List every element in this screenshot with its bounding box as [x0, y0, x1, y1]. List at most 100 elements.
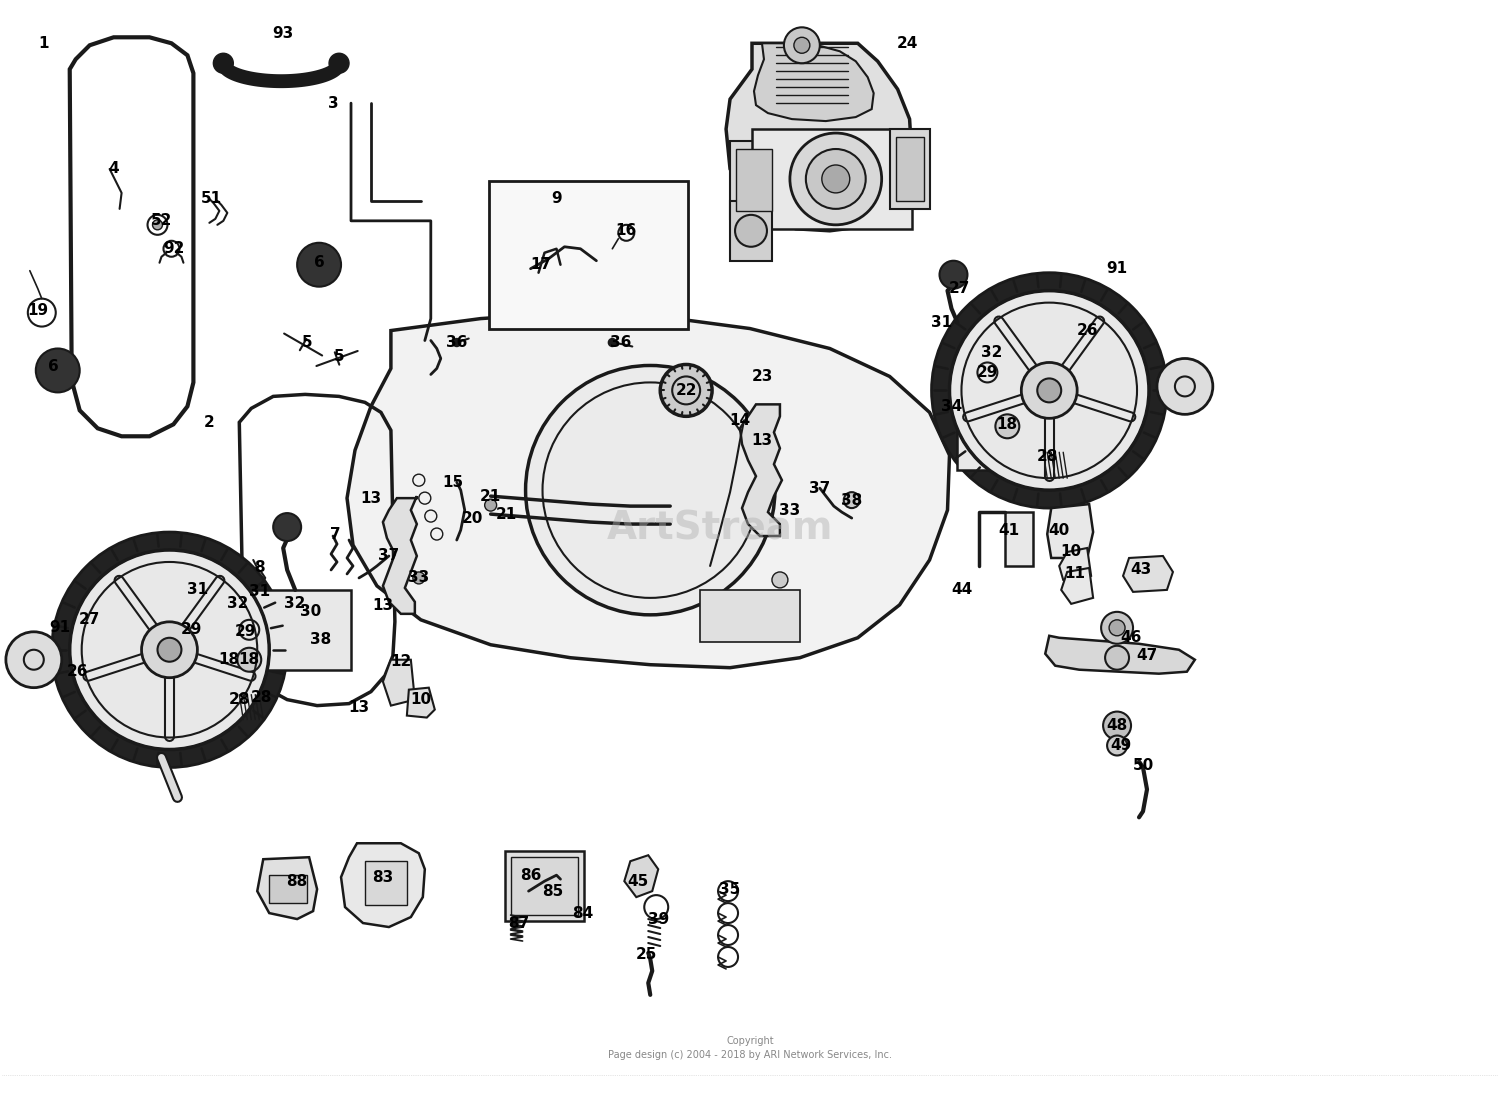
- Circle shape: [1107, 736, 1126, 756]
- Circle shape: [932, 273, 1167, 508]
- Text: 19: 19: [27, 304, 48, 318]
- Circle shape: [153, 220, 162, 230]
- Text: 38: 38: [310, 632, 332, 647]
- Text: 52: 52: [152, 213, 172, 229]
- Circle shape: [794, 37, 810, 53]
- Text: 43: 43: [1131, 562, 1152, 578]
- Text: 12: 12: [390, 654, 411, 669]
- Polygon shape: [382, 496, 417, 614]
- Text: 22: 22: [675, 383, 698, 398]
- Circle shape: [1038, 378, 1060, 403]
- Text: 41: 41: [999, 522, 1020, 538]
- Bar: [231, 590, 351, 670]
- Polygon shape: [1047, 504, 1094, 558]
- Text: 32: 32: [226, 596, 248, 612]
- Text: 37: 37: [378, 549, 399, 563]
- Text: 10: 10: [411, 692, 432, 707]
- Polygon shape: [1060, 568, 1094, 604]
- Text: 2: 2: [204, 415, 214, 430]
- Text: 13: 13: [348, 700, 369, 715]
- Text: 5: 5: [302, 336, 312, 350]
- Text: 32: 32: [285, 596, 306, 612]
- Circle shape: [1106, 646, 1130, 670]
- Circle shape: [790, 133, 882, 224]
- Circle shape: [1102, 712, 1131, 739]
- Text: 31: 31: [249, 584, 270, 600]
- Circle shape: [36, 349, 80, 393]
- Text: 21: 21: [480, 488, 501, 504]
- Text: 15: 15: [442, 475, 464, 490]
- Text: 46: 46: [1120, 630, 1142, 646]
- Text: Copyright: Copyright: [726, 1036, 774, 1046]
- Text: 37: 37: [808, 481, 831, 496]
- Polygon shape: [340, 844, 424, 927]
- Text: 31: 31: [188, 582, 209, 597]
- Circle shape: [1022, 363, 1077, 418]
- Polygon shape: [406, 688, 435, 717]
- Polygon shape: [1046, 636, 1196, 673]
- Circle shape: [844, 492, 859, 508]
- Circle shape: [297, 243, 340, 287]
- Circle shape: [141, 621, 198, 678]
- Text: 31: 31: [932, 315, 952, 330]
- Text: 39: 39: [648, 912, 669, 926]
- Circle shape: [328, 53, 350, 74]
- Polygon shape: [346, 312, 950, 668]
- Text: 13: 13: [372, 598, 393, 614]
- Text: 30: 30: [300, 604, 321, 619]
- Text: 8: 8: [254, 561, 264, 575]
- Circle shape: [996, 415, 1020, 438]
- Text: 1: 1: [39, 36, 50, 51]
- Circle shape: [772, 572, 788, 587]
- Text: 85: 85: [542, 883, 562, 899]
- Text: 38: 38: [842, 493, 862, 507]
- Bar: [736, 148, 772, 211]
- Bar: [700, 590, 800, 641]
- Circle shape: [53, 532, 286, 768]
- Text: 11: 11: [1065, 566, 1086, 582]
- Bar: [730, 201, 772, 261]
- Circle shape: [822, 165, 849, 192]
- Text: 88: 88: [286, 873, 308, 889]
- Text: 48: 48: [1107, 718, 1128, 733]
- Text: 93: 93: [273, 25, 294, 41]
- Circle shape: [158, 638, 182, 662]
- Text: 28: 28: [251, 690, 272, 705]
- Circle shape: [213, 53, 234, 74]
- Circle shape: [950, 290, 1149, 491]
- Circle shape: [525, 365, 776, 615]
- Text: 21: 21: [496, 507, 517, 521]
- Text: 28: 28: [228, 692, 251, 707]
- Text: 87: 87: [509, 915, 530, 931]
- Text: 13: 13: [360, 491, 381, 506]
- Circle shape: [484, 499, 496, 512]
- Bar: [957, 390, 1058, 470]
- Circle shape: [413, 572, 424, 584]
- Text: 49: 49: [1110, 738, 1131, 754]
- Text: 29: 29: [976, 365, 998, 380]
- Circle shape: [660, 364, 712, 416]
- Text: 6: 6: [48, 359, 58, 374]
- Text: ArtStream: ArtStream: [608, 509, 834, 547]
- Text: 27: 27: [80, 613, 100, 627]
- Text: Page design (c) 2004 - 2018 by ARI Network Services, Inc.: Page design (c) 2004 - 2018 by ARI Netwo…: [608, 1049, 892, 1059]
- Circle shape: [273, 513, 302, 541]
- Text: 33: 33: [780, 503, 801, 518]
- Circle shape: [939, 261, 968, 288]
- Text: 91: 91: [50, 620, 70, 636]
- Text: 26: 26: [68, 664, 88, 679]
- Text: 5: 5: [333, 349, 345, 364]
- Text: 16: 16: [615, 223, 638, 239]
- Text: 33: 33: [408, 571, 429, 585]
- Circle shape: [1156, 359, 1214, 415]
- Bar: [268, 876, 308, 903]
- Text: 51: 51: [201, 191, 222, 207]
- Polygon shape: [624, 855, 658, 898]
- Polygon shape: [740, 405, 782, 536]
- Text: 3: 3: [327, 96, 339, 111]
- Polygon shape: [754, 43, 873, 121]
- Text: 47: 47: [1137, 648, 1158, 663]
- Circle shape: [735, 214, 766, 246]
- Polygon shape: [726, 43, 912, 231]
- Polygon shape: [1059, 548, 1090, 582]
